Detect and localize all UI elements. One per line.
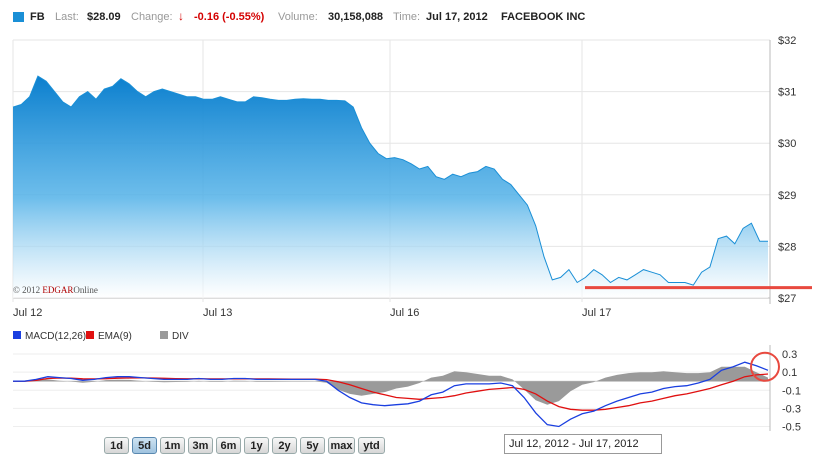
legend-swatch-ema	[86, 331, 94, 339]
last-value: $28.09	[87, 11, 121, 23]
ema-line	[13, 373, 769, 411]
price-ytick-label: $29	[778, 190, 796, 202]
macd-ytick-label: -0.5	[782, 421, 801, 433]
range-button-max[interactable]: max	[328, 437, 355, 454]
watermark-suffix: Online	[73, 285, 98, 295]
macd-ytick-label: 0.3	[782, 349, 797, 361]
down-arrow-icon: ↓	[178, 9, 184, 23]
range-button-3m[interactable]: 3m	[188, 437, 213, 454]
price-ytick-label: $31	[778, 87, 796, 99]
legend-swatch-macd	[13, 331, 21, 339]
quote-header: FB Last: $28.09 Change: ↓ -0.16 (-0.55%)…	[0, 0, 814, 30]
watermark: © 2012 EDGAROnline	[13, 285, 98, 295]
volume-label: Volume:	[278, 11, 318, 23]
legend-swatch-div	[160, 331, 168, 339]
price-ytick-label: $32	[778, 35, 796, 47]
divergence-area	[13, 366, 768, 405]
macd-ytick-label: 0.1	[782, 367, 797, 379]
range-button-1y[interactable]: 1y	[244, 437, 269, 454]
price-area	[13, 76, 768, 298]
time-value: Jul 17, 2012	[426, 11, 488, 23]
range-button-6m[interactable]: 6m	[216, 437, 241, 454]
price-ytick-label: $30	[778, 138, 796, 150]
macd-ytick-label: -0.1	[782, 385, 801, 397]
range-button-1d[interactable]: 1d	[104, 437, 129, 454]
price-xtick-label: Jul 16	[390, 307, 419, 319]
legend-label-macd: MACD(12,26)	[25, 331, 86, 342]
macd-ytick-label: -0.3	[782, 403, 801, 415]
time-label: Time:	[393, 11, 421, 23]
range-button-5d[interactable]: 5d	[132, 437, 157, 454]
ticker-symbol: FB	[30, 11, 45, 23]
volume-value: 30,158,088	[328, 11, 384, 23]
price-chart: $32 $31 $30 $29 $28 $27 Jul 12 Jul 13 Jul 16 Jul…	[12, 35, 812, 319]
legend-label-ema: EMA(9)	[98, 331, 132, 342]
price-xtick-label: Jul 13	[203, 307, 232, 319]
price-xtick-label: Jul 17	[582, 307, 611, 319]
price-line	[12, 75, 768, 286]
range-button-2y[interactable]: 2y	[272, 437, 297, 454]
legend-label-div: DIV	[172, 331, 189, 342]
last-label: Last:	[55, 11, 79, 23]
watermark-prefix: © 2012	[13, 285, 42, 295]
range-button-ytd[interactable]: ytd	[358, 437, 385, 454]
ticker-color-swatch	[13, 12, 24, 22]
change-label: Change:	[131, 11, 173, 23]
watermark-brand: EDGAR	[42, 285, 73, 295]
price-ytick-label: $27	[778, 293, 796, 305]
range-button-1m[interactable]: 1m	[160, 437, 185, 454]
price-xtick-label: Jul 12	[13, 307, 42, 319]
range-selector: 1d 5d 1m 3m 6m 1y 2y 5y max ytd	[104, 437, 388, 454]
price-ytick-label: $28	[778, 241, 796, 253]
highlight-circle-annotation	[750, 351, 780, 382]
macd-line	[13, 361, 769, 428]
date-range-field[interactable]: Jul 12, 2012 - Jul 17, 2012	[504, 434, 662, 454]
range-button-5y[interactable]: 5y	[300, 437, 325, 454]
company-name: FACEBOOK INC	[501, 11, 586, 23]
change-value: -0.16 (-0.55%)	[194, 11, 265, 23]
